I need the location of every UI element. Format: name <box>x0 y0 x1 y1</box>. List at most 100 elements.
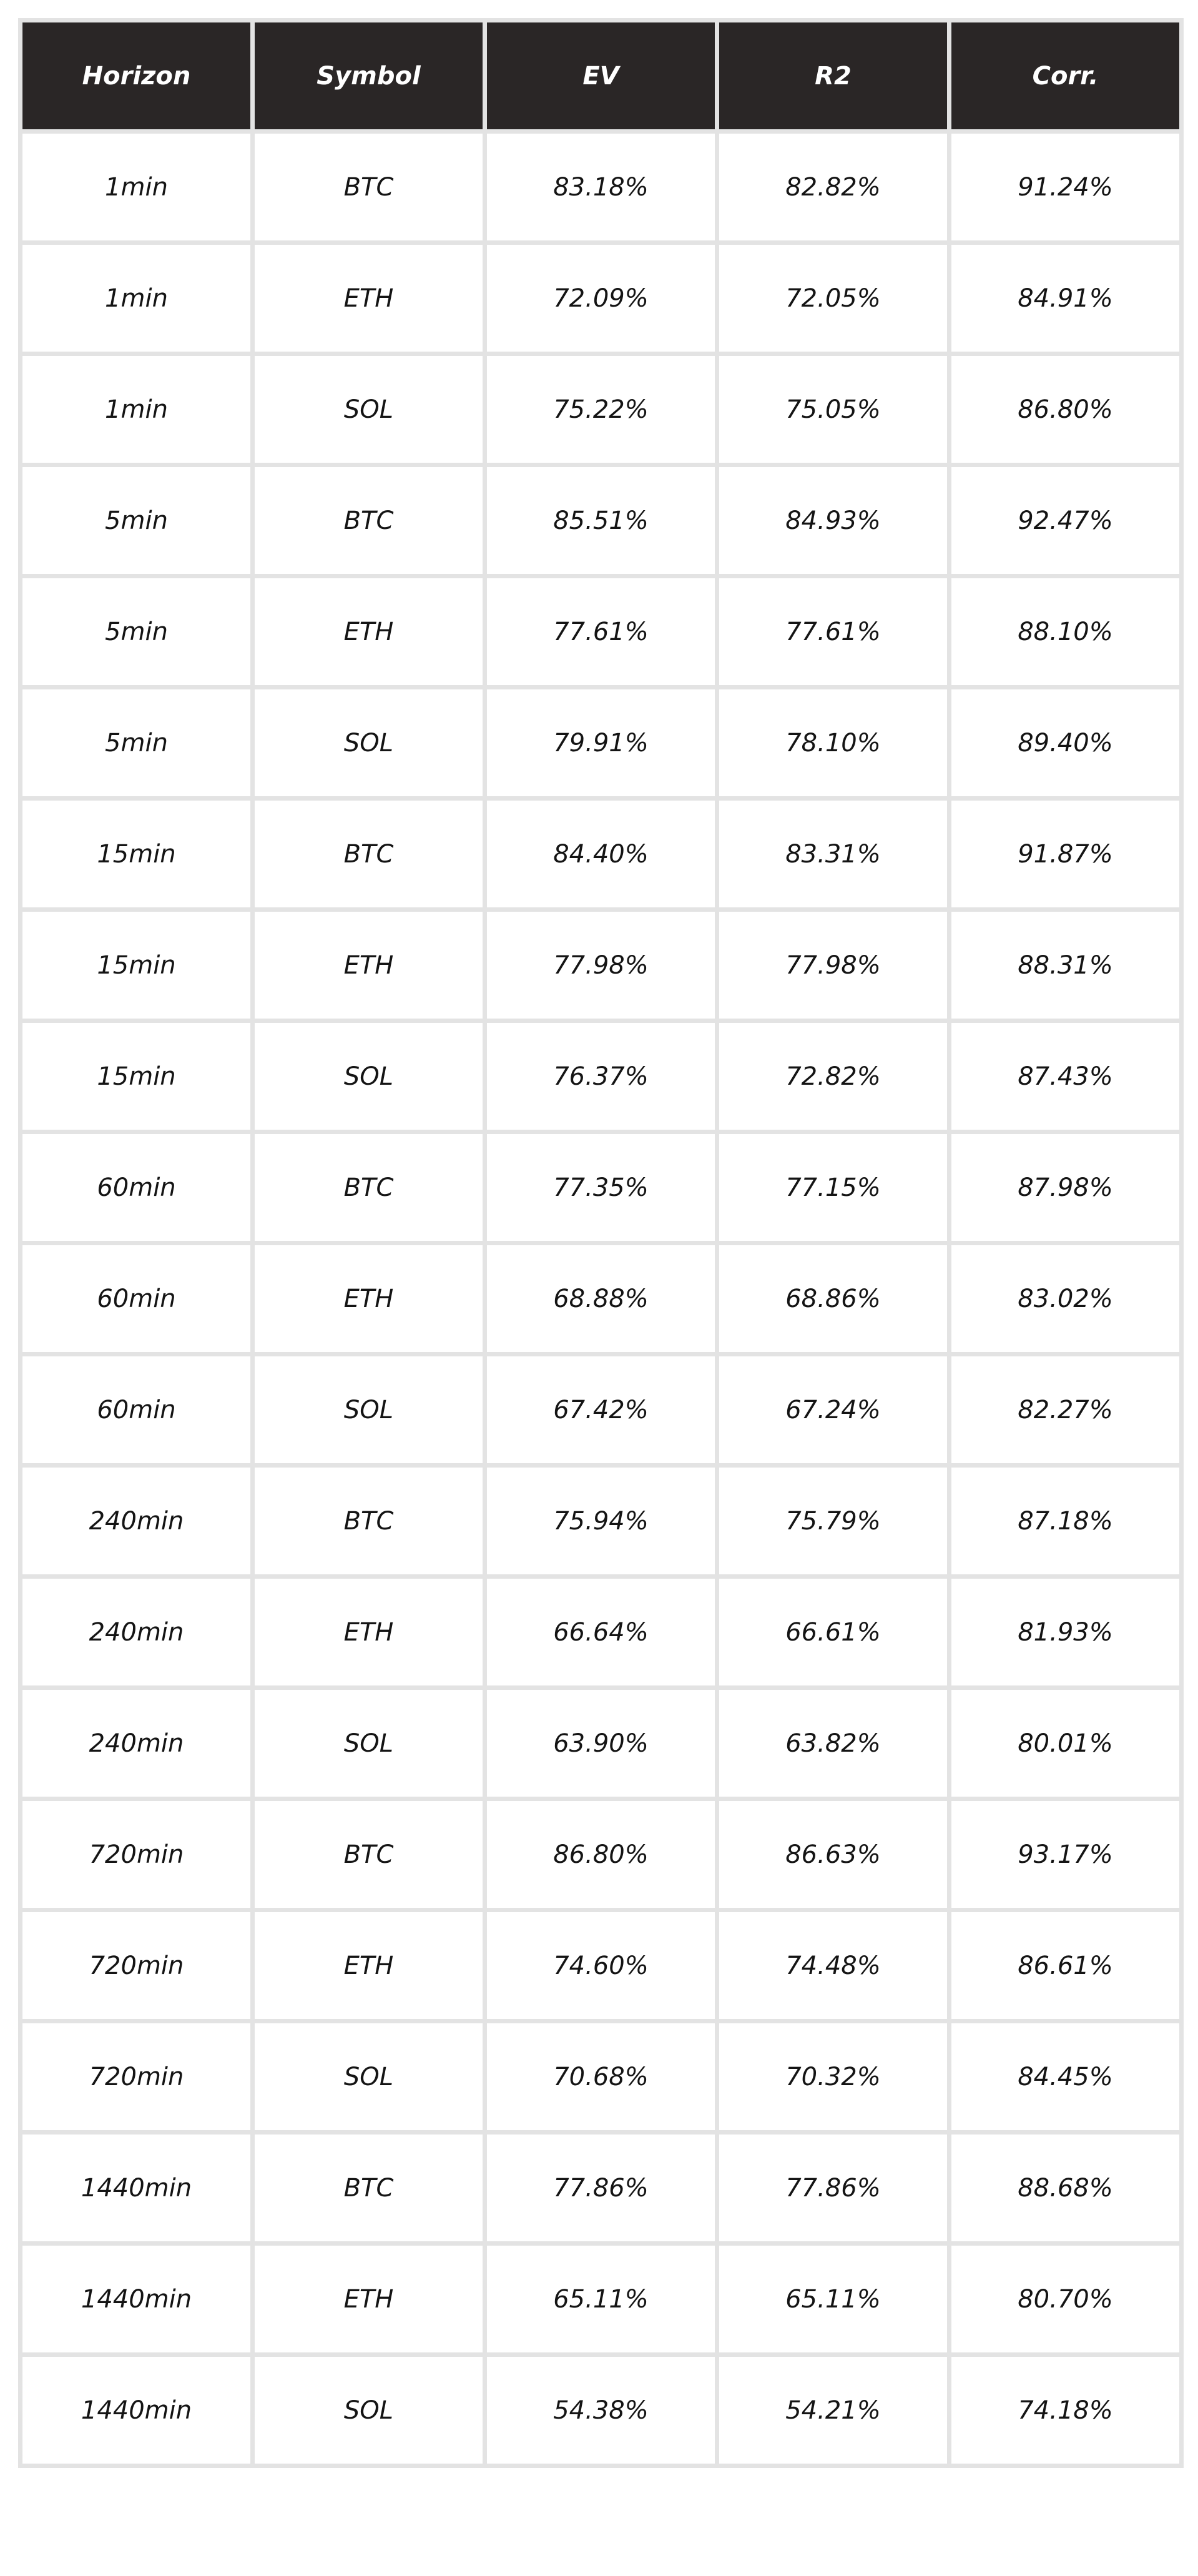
header-row: Horizon Symbol EV R2 Corr. <box>18 18 1184 134</box>
table-cell-horizon: 720min <box>18 1797 255 1912</box>
table-cell-r2: 65.11% <box>715 2241 951 2357</box>
table-cell-symbol: ETH <box>250 1908 487 2023</box>
table-cell-r2: 77.86% <box>715 2130 951 2246</box>
table-cell-r2: 67.24% <box>715 1352 951 1468</box>
table-cell-symbol: BTC <box>250 1463 487 1579</box>
table-cell-r2: 54.21% <box>715 2352 951 2468</box>
table-cell-r2: 77.98% <box>715 907 951 1023</box>
table-cell-horizon: 1min <box>18 240 255 356</box>
table-row: 240min ETH 66.64% 66.61% 81.93% <box>18 1574 1184 1690</box>
table-cell-symbol: BTC <box>250 796 487 912</box>
table-cell-ev: 66.64% <box>483 1574 719 1690</box>
table-cell-horizon: 720min <box>18 2019 255 2134</box>
table-cell-symbol: BTC <box>250 129 487 245</box>
table-row: 720min BTC 86.80% 86.63% 93.17% <box>18 1797 1184 1912</box>
table-cell-corr: 86.61% <box>947 1908 1184 2023</box>
table-cell-r2: 84.93% <box>715 463 951 578</box>
table-cell-r2: 78.10% <box>715 685 951 801</box>
table-cell-corr: 88.31% <box>947 907 1184 1023</box>
table-cell-ev: 68.88% <box>483 1241 719 1356</box>
table-cell-corr: 92.47% <box>947 463 1184 578</box>
table-cell-corr: 84.45% <box>947 2019 1184 2134</box>
table-header: Horizon Symbol EV R2 Corr. <box>18 18 1184 134</box>
table-cell-symbol: SOL <box>250 1019 487 1134</box>
table-cell-corr: 83.02% <box>947 1241 1184 1356</box>
table-cell-ev: 86.80% <box>483 1797 719 1912</box>
results-table: Horizon Symbol EV R2 Corr. 1min BTC 83.18% 82.8… <box>18 18 1184 2468</box>
column-header-horizon: Horizon <box>18 18 255 134</box>
table-cell-ev: 54.38% <box>483 2352 719 2468</box>
table-cell-horizon: 5min <box>18 463 255 578</box>
table-cell-corr: 88.68% <box>947 2130 1184 2246</box>
table-cell-horizon: 15min <box>18 796 255 912</box>
table-row: 1min BTC 83.18% 82.82% 91.24% <box>18 129 1184 245</box>
table-cell-corr: 87.98% <box>947 1130 1184 1245</box>
table-cell-ev: 75.94% <box>483 1463 719 1579</box>
table-cell-symbol: ETH <box>250 2241 487 2357</box>
table-cell-corr: 80.01% <box>947 1685 1184 1801</box>
table-cell-r2: 77.61% <box>715 574 951 689</box>
table-cell-corr: 80.70% <box>947 2241 1184 2357</box>
table-cell-symbol: ETH <box>250 574 487 689</box>
table-cell-ev: 84.40% <box>483 796 719 912</box>
table-row: 5min SOL 79.91% 78.10% 89.40% <box>18 685 1184 801</box>
table-row: 5min ETH 77.61% 77.61% 88.10% <box>18 574 1184 689</box>
table-cell-ev: 70.68% <box>483 2019 719 2134</box>
table-row: 60min BTC 77.35% 77.15% 87.98% <box>18 1130 1184 1245</box>
table-cell-horizon: 720min <box>18 1908 255 2023</box>
table-cell-symbol: BTC <box>250 1130 487 1245</box>
table-row: 60min SOL 67.42% 67.24% 82.27% <box>18 1352 1184 1468</box>
table-cell-corr: 87.18% <box>947 1463 1184 1579</box>
table-row: 240min SOL 63.90% 63.82% 80.01% <box>18 1685 1184 1801</box>
table-cell-ev: 77.98% <box>483 907 719 1023</box>
table-cell-ev: 72.09% <box>483 240 719 356</box>
table-cell-horizon: 1440min <box>18 2130 255 2246</box>
table-cell-corr: 89.40% <box>947 685 1184 801</box>
table-cell-r2: 75.79% <box>715 1463 951 1579</box>
table-cell-horizon: 1440min <box>18 2352 255 2468</box>
column-header-r2: R2 <box>715 18 951 134</box>
column-header-symbol: Symbol <box>250 18 487 134</box>
table-cell-ev: 67.42% <box>483 1352 719 1468</box>
table-cell-ev: 77.61% <box>483 574 719 689</box>
table-cell-horizon: 5min <box>18 574 255 689</box>
table-cell-r2: 70.32% <box>715 2019 951 2134</box>
table-cell-ev: 79.91% <box>483 685 719 801</box>
table-cell-symbol: SOL <box>250 1685 487 1801</box>
table-cell-ev: 63.90% <box>483 1685 719 1801</box>
table-cell-r2: 63.82% <box>715 1685 951 1801</box>
table-row: 15min ETH 77.98% 77.98% 88.31% <box>18 907 1184 1023</box>
table-cell-horizon: 1440min <box>18 2241 255 2357</box>
table-cell-corr: 74.18% <box>947 2352 1184 2468</box>
table-cell-horizon: 5min <box>18 685 255 801</box>
table-cell-corr: 81.93% <box>947 1574 1184 1690</box>
table-cell-corr: 84.91% <box>947 240 1184 356</box>
table-cell-ev: 77.35% <box>483 1130 719 1245</box>
table-row: 1440min BTC 77.86% 77.86% 88.68% <box>18 2130 1184 2246</box>
table-cell-corr: 91.24% <box>947 129 1184 245</box>
table-row: 1440min ETH 65.11% 65.11% 80.70% <box>18 2241 1184 2357</box>
table-cell-ev: 65.11% <box>483 2241 719 2357</box>
table-cell-ev: 76.37% <box>483 1019 719 1134</box>
table-cell-ev: 75.22% <box>483 352 719 467</box>
table-cell-symbol: BTC <box>250 2130 487 2246</box>
table-cell-symbol: BTC <box>250 1797 487 1912</box>
table-body: 1min BTC 83.18% 82.82% 91.24% 1min ETH 72.09% 72… <box>18 129 1184 2468</box>
table-cell-horizon: 240min <box>18 1574 255 1690</box>
column-header-ev: EV <box>483 18 719 134</box>
table-cell-corr: 86.80% <box>947 352 1184 467</box>
table-row: 1min SOL 75.22% 75.05% 86.80% <box>18 352 1184 467</box>
table-cell-r2: 82.82% <box>715 129 951 245</box>
table-cell-symbol: SOL <box>250 1352 487 1468</box>
table-cell-corr: 91.87% <box>947 796 1184 912</box>
table-cell-r2: 75.05% <box>715 352 951 467</box>
table-cell-ev: 83.18% <box>483 129 719 245</box>
table-cell-ev: 85.51% <box>483 463 719 578</box>
table-cell-corr: 82.27% <box>947 1352 1184 1468</box>
table-cell-symbol: SOL <box>250 685 487 801</box>
table-cell-symbol: ETH <box>250 1241 487 1356</box>
table-cell-corr: 88.10% <box>947 574 1184 689</box>
table-cell-horizon: 15min <box>18 907 255 1023</box>
table-row: 720min ETH 74.60% 74.48% 86.61% <box>18 1908 1184 2023</box>
table-cell-horizon: 60min <box>18 1130 255 1245</box>
